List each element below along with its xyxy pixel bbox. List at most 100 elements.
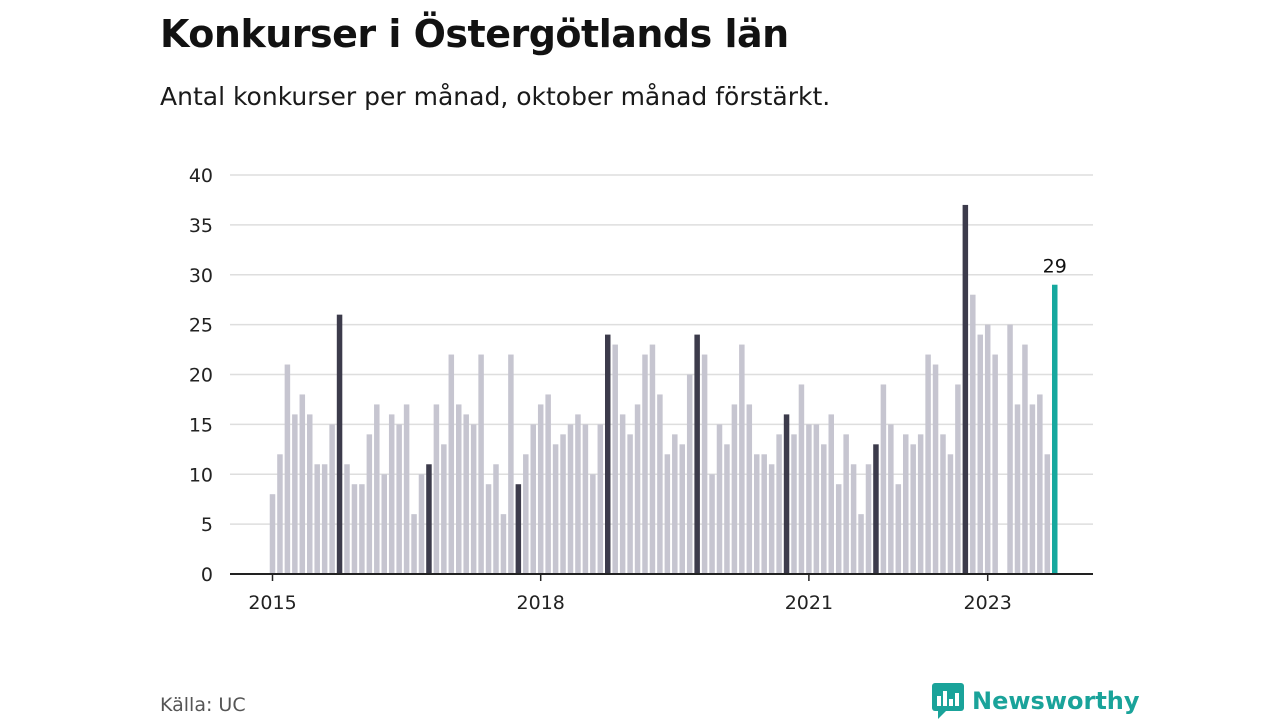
bar bbox=[1037, 394, 1043, 574]
bar bbox=[813, 424, 820, 574]
bar bbox=[828, 414, 834, 574]
bar bbox=[321, 464, 328, 574]
bar bbox=[433, 404, 440, 574]
data-label: 29 bbox=[1043, 256, 1067, 278]
y-tick-label: 25 bbox=[189, 315, 213, 337]
bar bbox=[888, 424, 894, 574]
bar bbox=[962, 204, 969, 575]
bar bbox=[642, 354, 648, 574]
bar bbox=[448, 354, 455, 574]
bar bbox=[880, 384, 887, 574]
y-tick-label: 5 bbox=[201, 514, 213, 536]
bar bbox=[992, 354, 998, 574]
bar bbox=[470, 424, 477, 574]
bar bbox=[970, 294, 976, 574]
bar bbox=[686, 374, 693, 574]
bar bbox=[493, 464, 499, 574]
bar bbox=[634, 404, 641, 574]
bar bbox=[850, 464, 857, 574]
bar bbox=[336, 314, 343, 574]
bar bbox=[664, 454, 671, 574]
bar bbox=[456, 404, 462, 574]
brand-name: Newsworthy bbox=[972, 687, 1140, 715]
bar bbox=[955, 384, 961, 574]
bar bbox=[523, 454, 529, 574]
bar bbox=[314, 464, 320, 574]
bar bbox=[649, 344, 656, 574]
bar bbox=[903, 434, 909, 574]
y-tick-label: 35 bbox=[189, 215, 213, 237]
bar bbox=[798, 384, 805, 574]
bar bbox=[932, 364, 939, 574]
bar bbox=[768, 464, 775, 574]
bar bbox=[307, 414, 313, 574]
bar bbox=[627, 434, 633, 574]
bar bbox=[716, 424, 723, 574]
bar bbox=[612, 344, 618, 574]
bar bbox=[1007, 324, 1013, 574]
bar bbox=[858, 514, 864, 574]
bar bbox=[277, 454, 283, 574]
bar bbox=[754, 454, 760, 574]
source-note: Källa: UC bbox=[160, 694, 246, 716]
bar bbox=[984, 324, 991, 574]
bar bbox=[374, 404, 380, 574]
bar bbox=[344, 464, 350, 574]
bar bbox=[701, 354, 708, 574]
bar bbox=[776, 434, 782, 574]
bar bbox=[791, 434, 797, 574]
y-tick-label: 0 bbox=[201, 564, 213, 586]
bar bbox=[537, 404, 544, 574]
bar bbox=[381, 474, 387, 574]
bar bbox=[865, 464, 872, 574]
bar bbox=[485, 484, 492, 574]
bar bbox=[910, 444, 916, 574]
bar bbox=[709, 474, 715, 574]
chart-subtitle: Antal konkurser per månad, oktober månad… bbox=[160, 82, 831, 111]
newsworthy-logo-icon bbox=[932, 683, 964, 719]
bar bbox=[426, 464, 432, 574]
bar bbox=[560, 434, 566, 574]
brand-logo[interactable]: Newsworthy bbox=[932, 683, 1140, 719]
y-tick-label: 30 bbox=[189, 265, 213, 287]
bar bbox=[597, 424, 604, 574]
bar bbox=[567, 424, 574, 574]
bar bbox=[411, 514, 417, 574]
bar bbox=[672, 434, 678, 574]
bar bbox=[366, 434, 373, 574]
bar-chart: 0 5 10 15 20 25 30 35 40 2015 2018 2021 2023 29 bbox=[189, 165, 1093, 614]
x-tick-label: 2018 bbox=[517, 592, 565, 614]
bar bbox=[1022, 344, 1028, 574]
chart-title: Konkurser i Östergötlands län bbox=[160, 12, 789, 56]
bar bbox=[835, 484, 842, 574]
bar bbox=[478, 354, 484, 574]
bar bbox=[403, 404, 410, 574]
bar bbox=[396, 424, 402, 574]
bar bbox=[351, 484, 358, 574]
bar bbox=[619, 414, 626, 574]
bar bbox=[552, 444, 559, 574]
bar bbox=[739, 344, 745, 574]
bar bbox=[284, 364, 291, 574]
x-tick-label: 2015 bbox=[248, 592, 296, 614]
bar bbox=[843, 434, 849, 574]
bar bbox=[441, 444, 447, 574]
y-tick-label: 20 bbox=[189, 365, 213, 387]
y-tick-label: 40 bbox=[189, 165, 213, 187]
bar bbox=[761, 454, 767, 574]
bar bbox=[977, 334, 983, 574]
bar bbox=[917, 434, 924, 574]
bar bbox=[1014, 404, 1021, 574]
bar bbox=[724, 444, 730, 574]
bar bbox=[545, 394, 551, 574]
bar bbox=[388, 414, 395, 574]
bar bbox=[1044, 454, 1051, 574]
bar bbox=[575, 414, 581, 574]
bar bbox=[359, 484, 365, 574]
bar bbox=[731, 404, 738, 574]
bar bbox=[582, 424, 589, 574]
bar bbox=[605, 334, 611, 574]
y-tick-label: 15 bbox=[189, 414, 213, 436]
bar bbox=[508, 354, 514, 574]
bar bbox=[821, 444, 827, 574]
